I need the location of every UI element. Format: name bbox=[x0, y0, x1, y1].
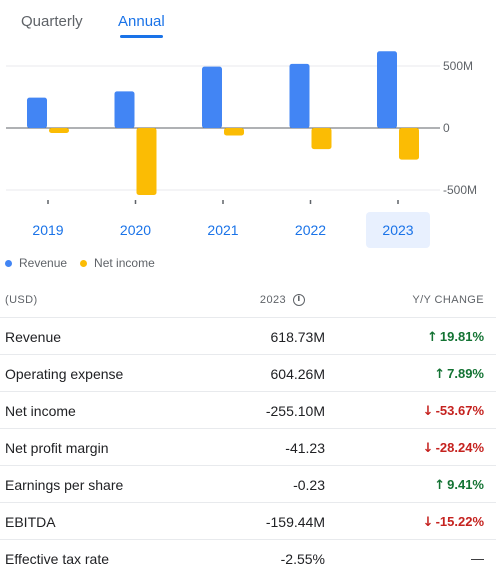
net-income-dot-icon bbox=[80, 259, 88, 267]
row-label: Effective tax rate bbox=[5, 551, 110, 567]
row-value: 618.73M bbox=[270, 329, 325, 345]
active-tab-indicator bbox=[120, 35, 163, 38]
table-row[interactable]: Earnings per share -0.23 ↑ 9.41% bbox=[0, 466, 496, 503]
change-header: Y/Y CHANGE bbox=[412, 294, 484, 306]
x-tick-label-2023[interactable]: 2023 bbox=[382, 222, 413, 238]
year-header-label: 2023 bbox=[259, 294, 286, 306]
row-value: -41.23 bbox=[285, 440, 325, 456]
legend-item-revenue: Revenue bbox=[5, 256, 67, 270]
revenue-bar-2022 bbox=[289, 63, 310, 128]
revenue-dot-icon bbox=[5, 259, 12, 267]
row-value: -159.44M bbox=[265, 514, 325, 530]
x-tick-label-2021[interactable]: 2021 bbox=[207, 222, 238, 238]
row-change: — bbox=[471, 551, 484, 566]
row-label: Net income bbox=[5, 403, 76, 419]
net-income-bar-2020 bbox=[136, 128, 157, 195]
row-label: EBITDA bbox=[5, 514, 56, 530]
row-value: -2.55% bbox=[280, 551, 325, 567]
table-row[interactable]: Effective tax rate -2.55% — bbox=[0, 540, 496, 577]
tab-quarterly[interactable]: Quarterly bbox=[21, 13, 83, 30]
row-change-value: -28.24% bbox=[435, 440, 484, 455]
row-change: ↑ 19.81% bbox=[427, 329, 484, 345]
row-change: ↓ -53.67% bbox=[423, 403, 484, 419]
row-label: Earnings per share bbox=[5, 477, 124, 493]
row-value: 604.26M bbox=[270, 366, 325, 382]
currency-header: (USD) bbox=[5, 294, 38, 306]
row-label: Net profit margin bbox=[5, 440, 109, 456]
revenue-bar-2023 bbox=[377, 51, 397, 128]
period-tabs: Quarterly Annual bbox=[0, 0, 496, 40]
row-change-value: 9.41% bbox=[447, 477, 484, 492]
arrow-down-icon: ↓ bbox=[422, 441, 434, 456]
arrow-up-icon: ↑ bbox=[427, 330, 438, 345]
row-change-value: -15.22% bbox=[435, 514, 484, 529]
net-income-bar-2021 bbox=[224, 128, 244, 136]
row-change-value: 7.89% bbox=[447, 366, 484, 381]
net-income-bar-2023 bbox=[399, 128, 419, 160]
financials-table: (USD) 2023 Y/Y CHANGE Revenue618.73M↑19.… bbox=[0, 282, 496, 577]
net-income-bar-2022 bbox=[311, 128, 332, 150]
row-value: -255.10M bbox=[265, 403, 325, 419]
y-tick-label: 500M bbox=[443, 59, 473, 73]
table-body: Revenue 618.73M ↑ 19.81% Operating expense 60… bbox=[0, 318, 496, 577]
net-income-bar-2019 bbox=[49, 128, 69, 133]
row-label: Revenue bbox=[5, 329, 62, 345]
arrow-up-icon: ↑ bbox=[434, 367, 446, 382]
chart-legend: Revenue Net income bbox=[5, 255, 168, 271]
y-tick-label: -500M bbox=[443, 183, 477, 197]
row-change: ↑ 9.41% bbox=[434, 477, 484, 493]
legend-label-net-income: Net income bbox=[94, 256, 155, 270]
tab-annual[interactable]: Annual bbox=[118, 13, 165, 30]
row-change: ↓ -28.24% bbox=[423, 440, 484, 456]
row-label: Operating expense bbox=[5, 366, 124, 382]
arrow-down-icon: ↓ bbox=[422, 404, 434, 419]
row-change-value: -53.67% bbox=[435, 403, 484, 418]
row-change: ↑ 7.89% bbox=[434, 366, 484, 382]
y-tick-label: 0 bbox=[443, 121, 450, 135]
revenue-net-income-chart: 500M 0 -500M 2019 2020 2021 2022 2023 bbox=[6, 51, 477, 248]
table-row[interactable]: Net profit margin -41.23 ↓ -28.24% bbox=[0, 429, 496, 466]
x-tick-label-2020[interactable]: 2020 bbox=[120, 222, 151, 238]
arrow-down-icon: ↓ bbox=[422, 515, 434, 530]
revenue-bar-2021 bbox=[202, 66, 222, 128]
arrow-up-icon: ↑ bbox=[434, 478, 446, 493]
selected-year-highlight bbox=[366, 212, 430, 248]
row-change-value: — bbox=[471, 551, 484, 566]
table-row[interactable]: Operating expense 604.26M ↑ 7.89% bbox=[0, 355, 496, 392]
info-icon[interactable] bbox=[293, 294, 305, 306]
year-header: 2023 bbox=[260, 294, 305, 306]
x-tick-label-2019[interactable]: 2019 bbox=[32, 222, 63, 238]
row-change-value: 19.81% bbox=[439, 329, 484, 344]
table-row[interactable]: EBITDA -159.44M ↓ -15.22% bbox=[0, 503, 496, 540]
revenue-bar-2019 bbox=[27, 97, 47, 128]
table-row[interactable]: Revenue 618.73M ↑ 19.81% bbox=[0, 318, 496, 355]
legend-label-revenue: Revenue bbox=[19, 256, 68, 270]
revenue-bar-2020 bbox=[114, 91, 135, 128]
table-header: (USD) 2023 Y/Y CHANGE bbox=[0, 282, 496, 318]
row-change: ↓ -15.22% bbox=[423, 514, 484, 530]
x-tick-label-2022[interactable]: 2022 bbox=[295, 222, 326, 238]
legend-item-net-income: Net income bbox=[80, 256, 155, 270]
row-value: -0.23 bbox=[293, 477, 325, 493]
table-row[interactable]: Net income -255.10M ↓ -53.67% bbox=[0, 392, 496, 429]
